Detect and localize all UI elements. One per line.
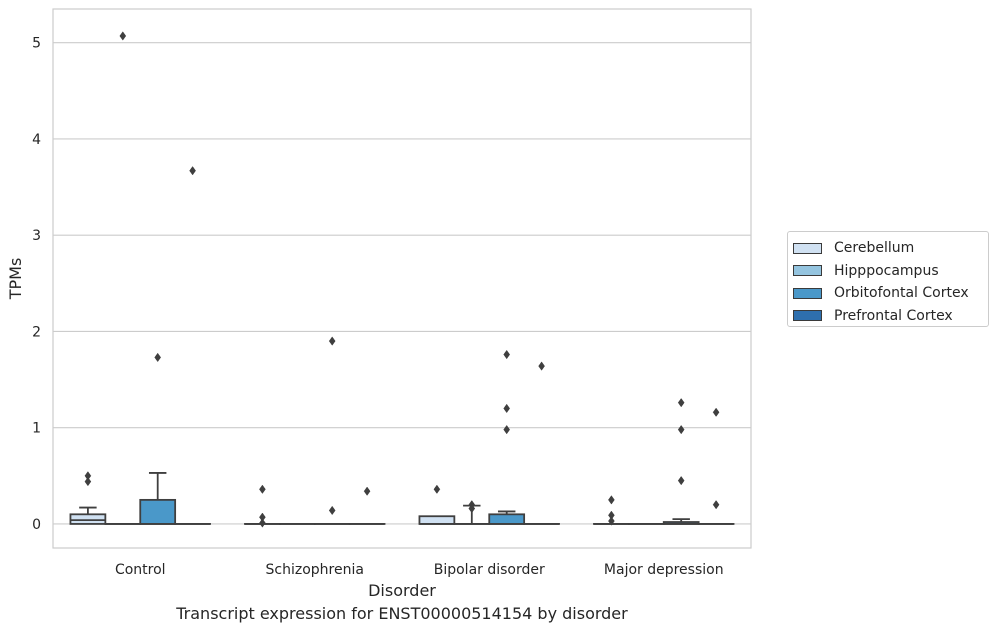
outlier-point — [677, 475, 685, 486]
outlier-point — [712, 500, 720, 510]
box-orbitofontal-cortex — [139, 472, 177, 525]
outlier-point — [538, 361, 545, 371]
outlier-point — [468, 503, 476, 514]
box-body — [69, 513, 107, 525]
outlier-point — [363, 486, 371, 496]
x-tick-label: Major depression — [604, 562, 724, 578]
boxes — [69, 472, 735, 525]
y-tick-label: 1 — [32, 421, 41, 437]
chart-caption: Transcript expression for ENST0000051415… — [176, 604, 628, 623]
y-tick-label: 3 — [32, 228, 41, 244]
x-tick-label: Control — [115, 562, 166, 578]
legend-item: Orbitofontal Cortex — [793, 282, 988, 305]
box-cerebellum — [69, 506, 107, 525]
legend-item: Prefrontal Cortex — [793, 305, 988, 328]
legend-label: Orbitofontal Cortex — [834, 285, 969, 302]
x-tick-label: Schizophrenia — [266, 562, 364, 578]
x-tick-label: Bipolar disorder — [434, 562, 545, 578]
outlier-point — [608, 516, 615, 526]
outlier-point — [154, 352, 162, 363]
legend-label: Hipppocampus — [834, 262, 939, 279]
outlier-point — [712, 407, 720, 417]
y-tick-label: 4 — [32, 132, 41, 148]
outlier-point — [608, 495, 615, 505]
outlier-point — [119, 31, 127, 41]
outlier-point — [503, 424, 511, 435]
outlier-point — [84, 476, 92, 487]
legend-swatch — [793, 242, 822, 254]
outlier-point — [259, 518, 266, 528]
y-tick-labels: 0 1 2 3 4 5 — [32, 36, 41, 533]
outlier-point — [677, 398, 685, 408]
box-orbitofontal-cortex — [488, 510, 526, 525]
box-body — [139, 498, 177, 525]
outlier-point — [433, 484, 441, 494]
legend-label: Prefrontal Cortex — [834, 307, 953, 324]
plot-frame — [52, 8, 752, 549]
box-cerebellum — [418, 515, 456, 525]
outliers — [84, 31, 720, 528]
outlier-point — [503, 349, 511, 360]
y-tick-label: 2 — [32, 324, 41, 340]
box-body — [418, 515, 456, 525]
y-tick-label: 5 — [32, 36, 41, 52]
x-tick-labels: Control Schizophrenia Bipolar disorder Majo… — [115, 562, 724, 578]
x-axis-label: Disorder — [368, 581, 436, 600]
outlier-point — [677, 424, 685, 435]
legend-item: Hipppocampus — [793, 260, 988, 283]
legend-swatch — [793, 287, 822, 299]
legend-item: Cerebellum — [793, 237, 988, 260]
y-axis-label: TPMs — [6, 258, 25, 301]
gridlines — [53, 42, 751, 525]
outlier-point — [328, 336, 336, 346]
outlier-point — [503, 403, 511, 414]
box-body — [488, 513, 526, 525]
outlier-point — [259, 484, 266, 494]
legend: Cerebellum Hipppocampus Orbitofontal Corte… — [787, 231, 989, 327]
outlier-point — [189, 166, 196, 176]
outlier-point — [328, 505, 336, 516]
legend-swatch — [793, 265, 822, 277]
box-orbitofontal-cortex — [662, 518, 700, 525]
legend-label: Cerebellum — [834, 240, 915, 257]
y-tick-label: 0 — [32, 517, 41, 533]
legend-swatch — [793, 310, 822, 322]
